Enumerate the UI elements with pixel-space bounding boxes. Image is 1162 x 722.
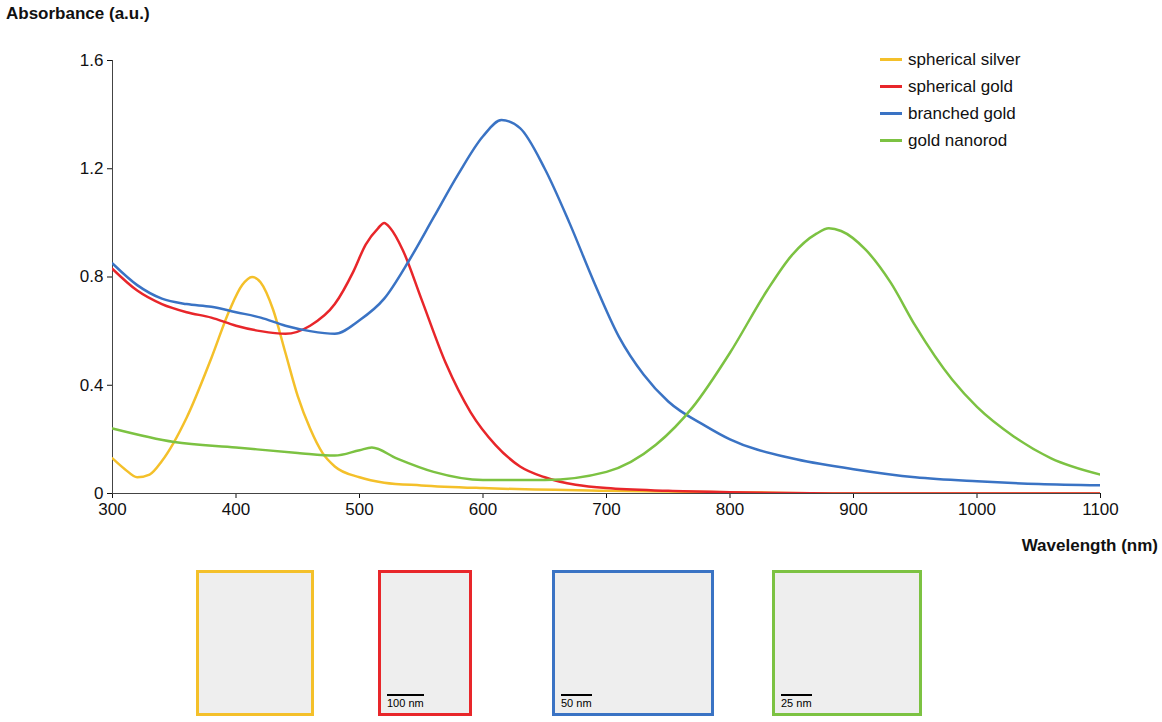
svg-text:0.4: 0.4 [80, 376, 104, 395]
svg-text:800: 800 [716, 500, 744, 519]
svg-text:1.6: 1.6 [80, 51, 104, 70]
svg-text:0.8: 0.8 [80, 267, 104, 286]
svg-text:600: 600 [469, 500, 497, 519]
html-text:gold nanorod: gold nanorod [908, 130, 1008, 150]
html-text:100 nm: 100 nm [387, 697, 424, 709]
svg-text:1.2: 1.2 [80, 159, 104, 178]
html-text:50 nm: 50 nm [561, 697, 592, 709]
svg-text:1100: 1100 [1082, 500, 1119, 519]
svg-text:900: 900 [839, 500, 867, 519]
svg-text:400: 400 [222, 500, 250, 519]
html-text:25 nm: 25 nm [781, 697, 812, 709]
html-text:spherical silver: spherical silver [908, 49, 1021, 69]
html-text:spherical gold: spherical gold [908, 76, 1013, 96]
svg-text:0: 0 [94, 483, 104, 503]
svg-text:700: 700 [592, 500, 620, 519]
html-text:Absorbance (a.u.): Absorbance (a.u.) [6, 4, 150, 23]
svg-text:1000: 1000 [958, 500, 996, 519]
svg-text:300: 300 [98, 500, 126, 519]
svg-text:500: 500 [345, 500, 373, 519]
html-text:Wavelength (nm): Wavelength (nm) [1021, 536, 1158, 555]
html-text:branched gold: branched gold [908, 103, 1016, 123]
